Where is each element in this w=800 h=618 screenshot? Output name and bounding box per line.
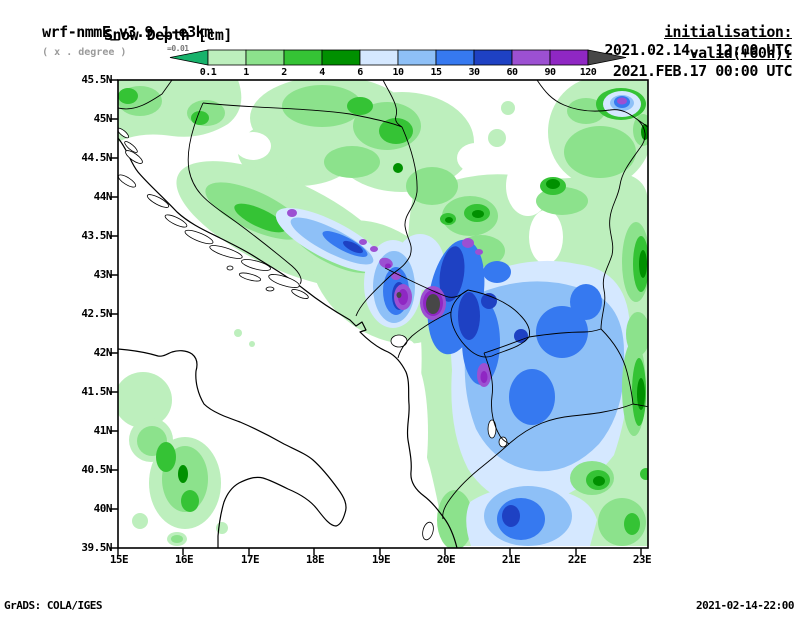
legend-tick: 90: [544, 67, 556, 78]
lat-label: 43N: [93, 268, 113, 281]
valid-line: valid(+60h): 2021.FEB.17 00:00 UTC: [579, 26, 793, 98]
country-borders: [118, 80, 648, 520]
lon-label: 15E: [109, 553, 129, 566]
lat-label: 41.5N: [81, 385, 112, 398]
snow-layer-4: [178, 163, 560, 483]
lat-label: 44.5N: [81, 151, 112, 164]
init-value: 2021.02.14. 12:00 UTC: [604, 41, 792, 59]
legend-tick: 15: [430, 67, 442, 78]
init-label: initialisation:: [664, 23, 792, 41]
snow-layer-4-east: [593, 124, 648, 486]
legend-swatch: [397, 49, 437, 66]
resolution-note: ( x . degree ): [42, 47, 127, 58]
legend-tick: 30: [468, 67, 480, 78]
lat-label: 43.5N: [81, 229, 112, 242]
snow-depth-field: [118, 80, 648, 548]
legend-swatch: [549, 49, 589, 66]
legend-swatch: [207, 49, 247, 66]
lat-ticks: [110, 79, 118, 549]
valid-label: valid(+60h):: [689, 44, 793, 62]
model-name: wrf-nmmE_v3.9.1-e3km: [42, 23, 213, 41]
lat-label: 39.5N: [81, 541, 112, 554]
legend-tick: 2: [281, 67, 287, 78]
lon-label: 16E: [174, 553, 194, 566]
creation-timestamp: 2021-02-14-22:00: [696, 599, 794, 612]
legend-tick: 120: [579, 67, 597, 78]
valid-value: 2021.FEB.17 00:00 UTC: [612, 62, 793, 80]
legend-tick: 1: [243, 67, 249, 78]
header-left-line1: wrf-nmmE_v3.9.1-e3km ( x . degree ): [8, 5, 213, 77]
lat-label: 40.5N: [81, 463, 112, 476]
lat-label: 42N: [93, 346, 113, 359]
lon-ticks: [117, 548, 642, 555]
plot-frame: [110, 79, 649, 555]
lat-label: 40N: [93, 502, 113, 515]
legend-swatch: [587, 49, 627, 66]
legend-swatch: [359, 49, 399, 66]
legend-swatch: [283, 49, 323, 66]
legend-min-note: =0.01: [167, 44, 189, 53]
legend-swatch: [473, 49, 513, 66]
lat-label: 41N: [93, 424, 113, 437]
lat-label: 45.5N: [81, 73, 112, 86]
legend-tick: 0.1: [199, 67, 217, 78]
legend-tick: 10: [392, 67, 404, 78]
lon-label: 19E: [371, 553, 391, 566]
lon-label: 18E: [305, 553, 325, 566]
legend-swatch: [435, 49, 475, 66]
lon-label: 17E: [240, 553, 260, 566]
lon-label: 23E: [632, 553, 652, 566]
legend-tick: 4: [319, 67, 325, 78]
lon-label: 22E: [567, 553, 587, 566]
legend-tick: 6: [357, 67, 363, 78]
snow-layer-120: [396, 292, 440, 314]
legend-swatch: [511, 49, 551, 66]
coastlines: [118, 137, 458, 548]
legend-swatch: [321, 49, 361, 66]
legend-tick: 60: [506, 67, 518, 78]
product-title: Snow Depth [cm]: [104, 26, 232, 44]
grads-credit: GrADS: COLA/IGES: [4, 599, 102, 612]
legend-swatch: [169, 49, 209, 66]
islands: [118, 127, 434, 541]
lat-label: 45N: [93, 112, 113, 125]
lat-label: 44N: [93, 190, 113, 203]
legend-swatch: [245, 49, 285, 66]
init-line: initialisation: 2021.02.14. 12:00 UTC: [570, 5, 792, 77]
lon-label: 20E: [436, 553, 456, 566]
legend-colorbar: [169, 49, 627, 66]
lat-label: 42.5N: [81, 307, 112, 320]
lon-label: 21E: [501, 553, 521, 566]
